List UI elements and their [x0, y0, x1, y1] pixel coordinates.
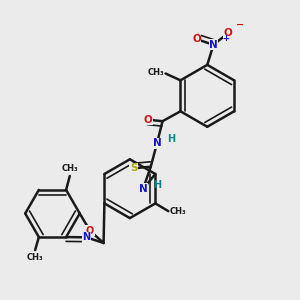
Text: CH₃: CH₃: [147, 68, 164, 77]
Text: −: −: [236, 20, 244, 29]
Text: O: O: [192, 34, 201, 44]
Text: H: H: [153, 180, 161, 190]
Text: O: O: [86, 226, 94, 236]
Text: CH₃: CH₃: [170, 207, 187, 216]
Text: CH₃: CH₃: [27, 253, 44, 262]
Text: N: N: [82, 232, 90, 242]
Text: N: N: [139, 184, 147, 194]
Text: O: O: [143, 115, 152, 125]
Text: O: O: [224, 28, 233, 38]
Text: +: +: [222, 34, 229, 43]
Text: N: N: [153, 139, 161, 148]
Text: S: S: [130, 163, 137, 173]
Text: H: H: [167, 134, 175, 144]
Text: CH₃: CH₃: [61, 164, 78, 173]
Text: N: N: [209, 40, 218, 50]
